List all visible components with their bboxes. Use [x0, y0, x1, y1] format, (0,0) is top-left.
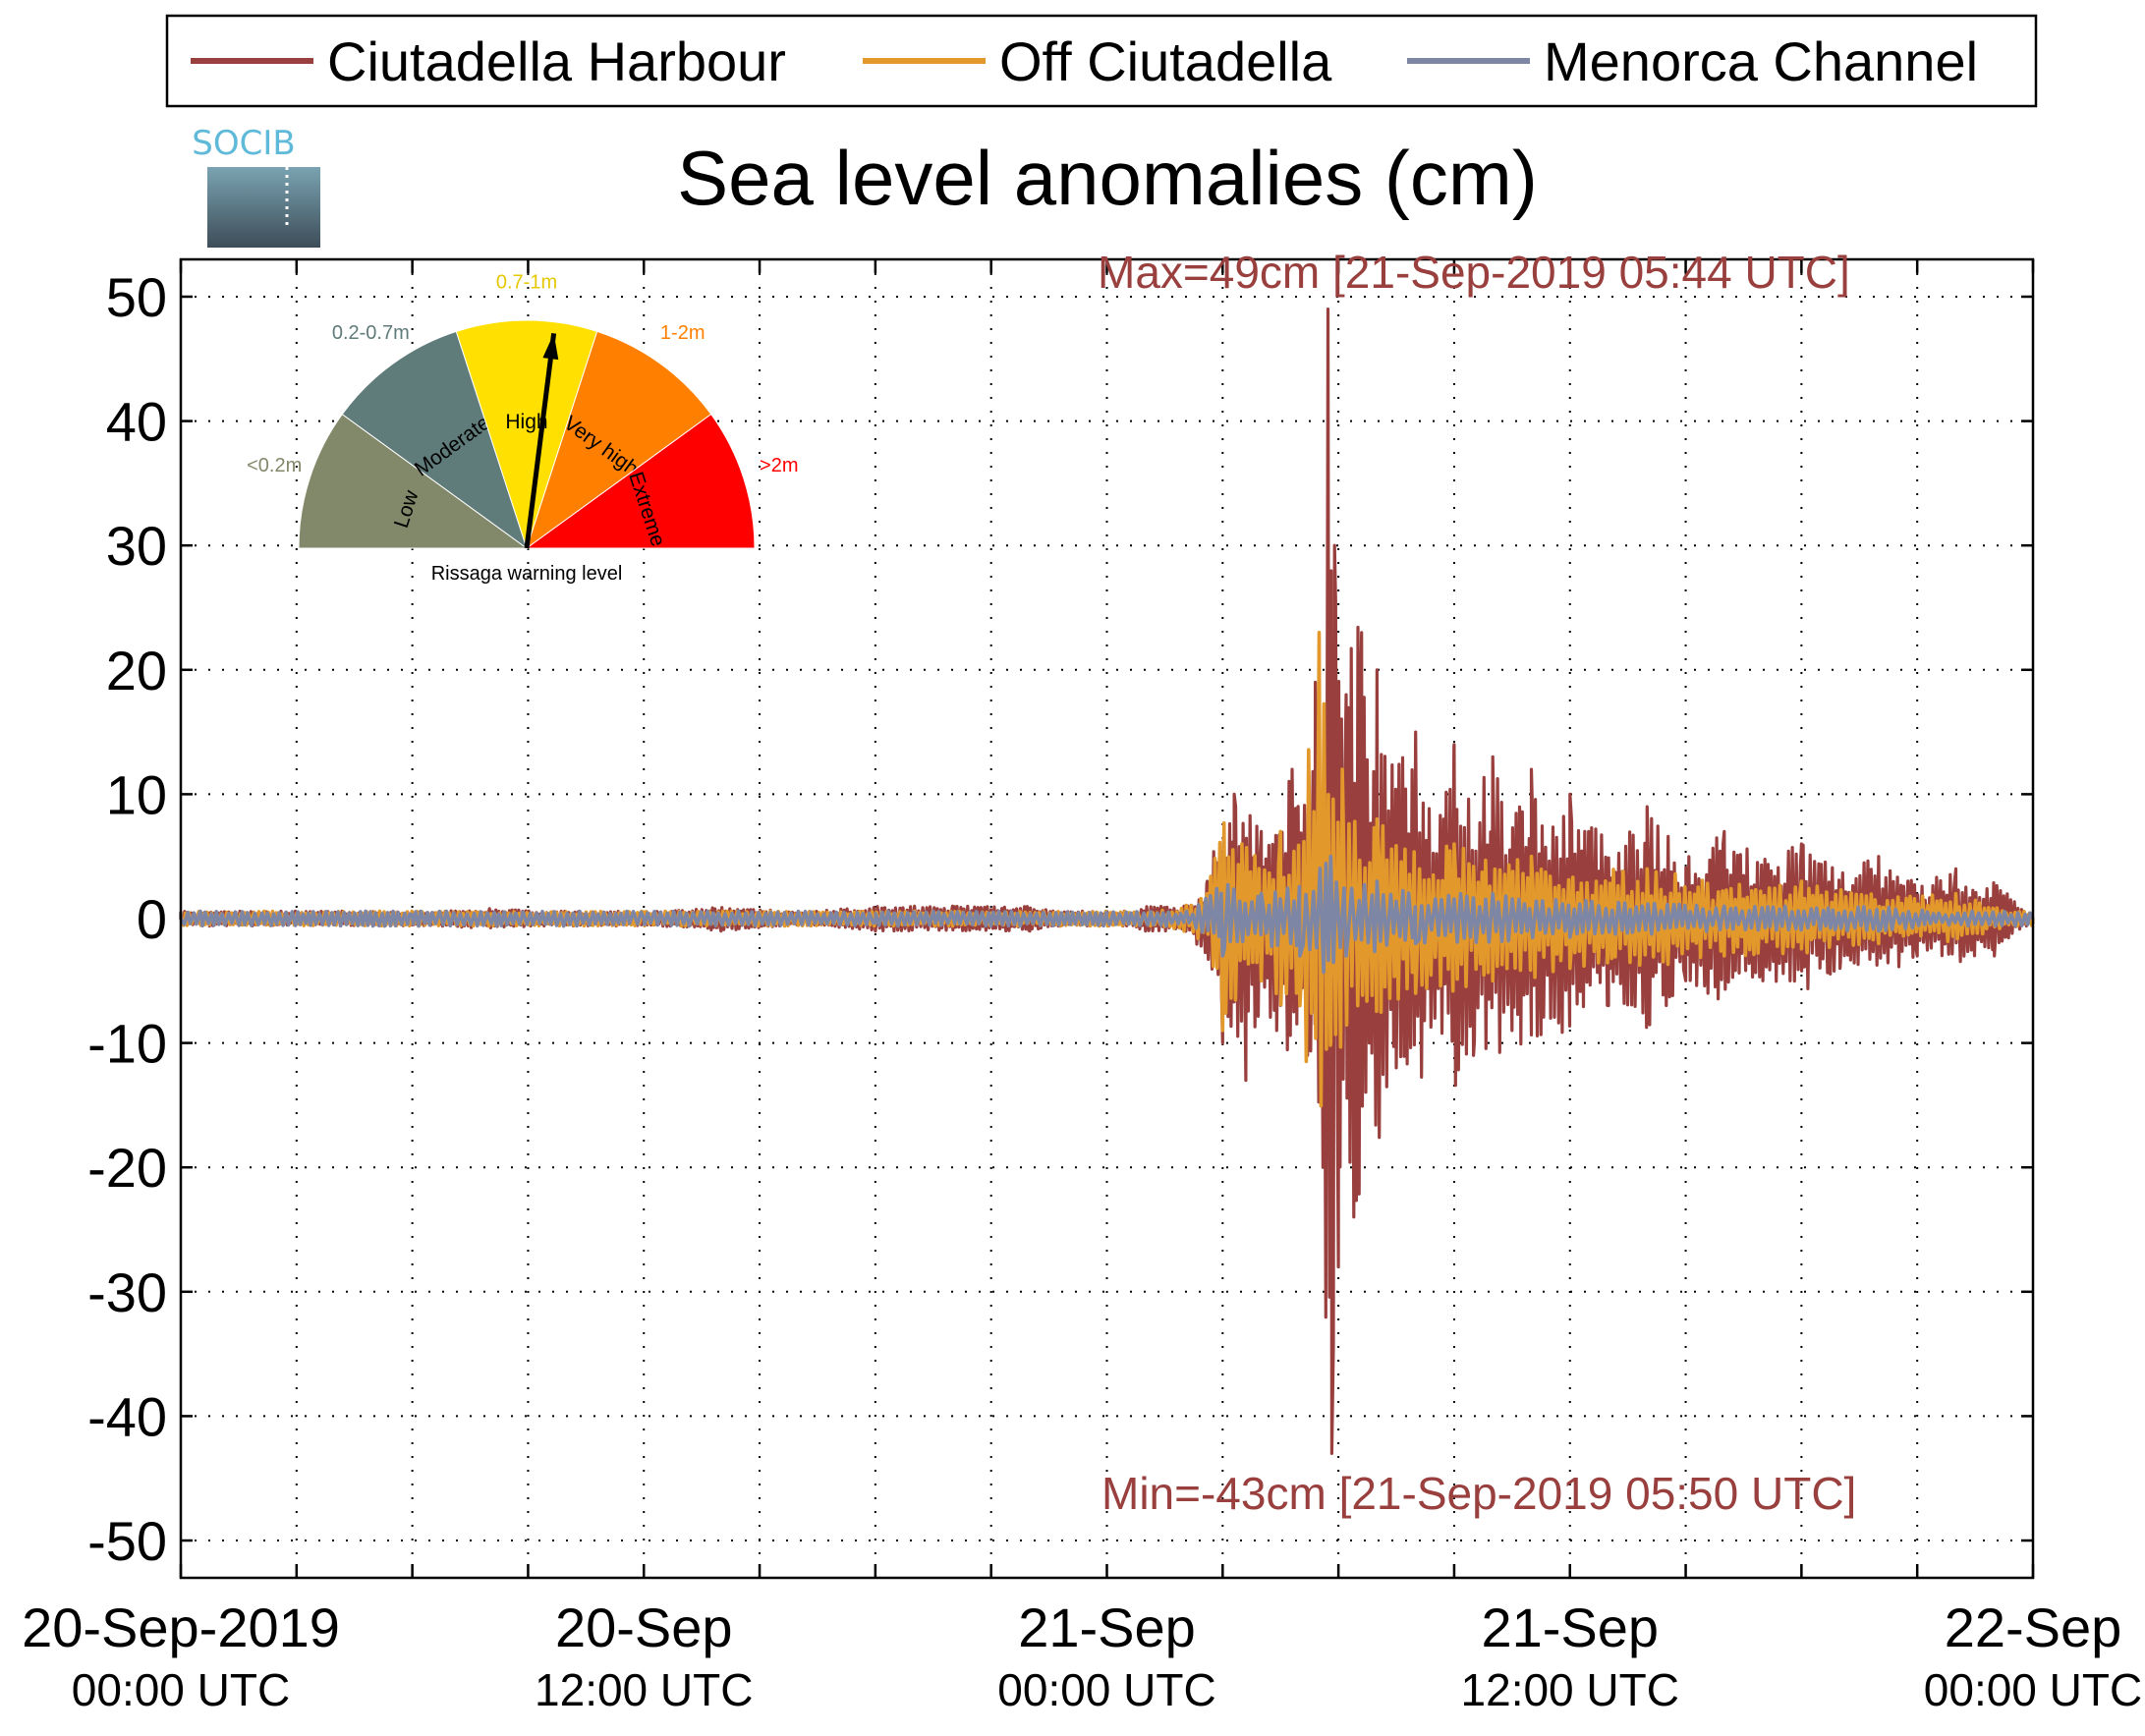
annotation-max: Max=49cm [21-Sep-2019 05:44 UTC]	[1098, 247, 1850, 298]
y-tick-label: -20	[87, 1137, 167, 1199]
y-tick-label: 40	[106, 391, 167, 453]
annotation-min: Min=-43cm [21-Sep-2019 05:50 UTC]	[1101, 1468, 1856, 1519]
gauge-category-label: High	[505, 411, 547, 433]
y-tick-label: 50	[106, 266, 167, 328]
y-tick-label: -40	[87, 1385, 167, 1447]
y-tick-label: 20	[106, 640, 167, 701]
y-tick-label: -10	[87, 1013, 167, 1075]
gauge-needle	[524, 333, 557, 549]
gauge-range-label: >2m	[760, 455, 798, 476]
x-tick-sublabel: 12:00 UTC	[535, 1664, 753, 1715]
gauge-segment-extreme	[525, 413, 756, 549]
x-tick-label: 20-Sep-2019	[22, 1596, 340, 1658]
x-tick-label: 22-Sep	[1945, 1596, 2122, 1658]
legend: Ciutadella Harbour Off Ciutadella Menorc…	[165, 14, 2038, 108]
x-tick-sublabel: 00:00 UTC	[997, 1664, 1215, 1715]
legend-label-off-ciutadella: Off Ciutadella	[999, 30, 1332, 92]
series-line-menorca-channel	[179, 854, 2035, 975]
legend-label-menorca-channel: Menorca Channel	[1544, 30, 1978, 92]
y-tick-label: 30	[106, 515, 167, 577]
gauge-segment-high	[455, 319, 598, 550]
y-tick-label: -50	[87, 1510, 167, 1572]
gauge-segment-moderate	[341, 330, 528, 550]
gauge-range-label: 0.2-0.7m	[332, 322, 410, 344]
y-tick-label: 0	[137, 888, 167, 950]
x-tick-label: 20-Sep	[555, 1596, 733, 1658]
gauge-needle-arrowhead	[542, 333, 559, 361]
x-tick-sublabel: 00:00 UTC	[72, 1664, 290, 1715]
x-axis: 20-Sep-2019 00:00 UTC 20-Sep 12:00 UTC 21-Se…	[22, 259, 2142, 1715]
x-tick-label: 21-Sep	[1018, 1596, 1196, 1658]
x-tick-label: 21-Sep	[1481, 1596, 1659, 1658]
logo-emblem	[207, 167, 320, 248]
gauge-range-label: <0.2m	[247, 455, 302, 476]
socib-logo: SOCIB	[192, 124, 320, 248]
gauge-range-label: 1-2m	[660, 322, 706, 344]
chart-title: Sea level anomalies (cm)	[677, 135, 1538, 221]
gauge-segment-low	[298, 413, 529, 549]
x-tick-sublabel: 00:00 UTC	[1924, 1664, 2142, 1715]
legend-label-ciutadella-harbour: Ciutadella Harbour	[327, 30, 786, 92]
gauge-caption: Rissaga warning level	[431, 563, 623, 585]
y-tick-label: 10	[106, 763, 167, 825]
y-tick-label: -30	[87, 1261, 167, 1323]
gauge-segment-very-high	[526, 330, 712, 550]
logo-text: SOCIB	[192, 124, 295, 163]
plot-frame	[179, 257, 2035, 1580]
series-lines	[179, 308, 2035, 1456]
legend-box	[165, 14, 2038, 108]
x-tick-sublabel: 12:00 UTC	[1461, 1664, 1679, 1715]
y-axis: 50 40 30 20 10 0 -10 -20 -30 -40 -50	[87, 266, 2033, 1572]
gauge-range-label: 0.7-1m	[496, 271, 557, 293]
